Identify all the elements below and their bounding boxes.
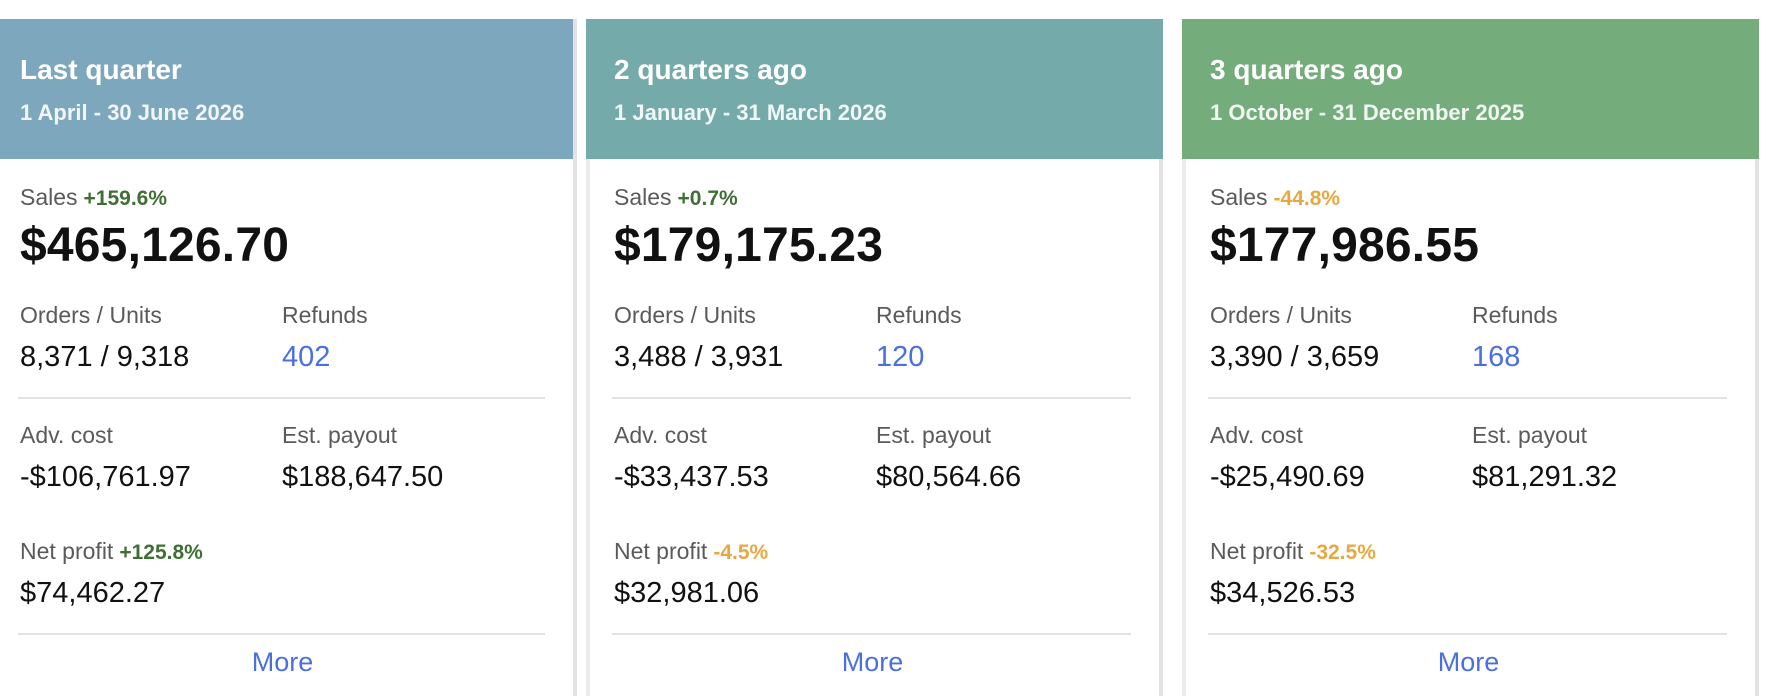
net-profit-change: -4.5% <box>713 541 769 564</box>
card-date-range: 1 January - 31 March 2026 <box>614 100 887 125</box>
card-header: 3 quarters ago 1 October - 31 December 2… <box>1182 19 1759 159</box>
card-title: Last quarter <box>20 54 182 85</box>
refunds-link[interactable]: 120 <box>876 341 925 373</box>
sales-label-row: Sales +0.7% <box>614 183 1139 213</box>
divider <box>612 633 1131 635</box>
divider <box>18 633 545 635</box>
card-date-range: 1 April - 30 June 2026 <box>20 100 245 125</box>
card-title: 2 quarters ago <box>614 54 807 85</box>
divider <box>1208 633 1727 635</box>
adv-cost-label: Adv. cost <box>20 422 113 448</box>
card-title: 3 quarters ago <box>1210 54 1403 85</box>
adv-cost-label: Adv. cost <box>614 422 707 448</box>
card-body: Sales +159.6% $465,126.70 Orders / Units … <box>0 183 573 678</box>
orders-units-value: 8,371 / 9,318 <box>20 341 190 373</box>
card-date-range: 1 October - 31 December 2025 <box>1210 100 1525 125</box>
orders-units-label: Orders / Units <box>1210 302 1352 328</box>
est-payout-label: Est. payout <box>1472 422 1588 448</box>
refunds-link[interactable]: 168 <box>1472 341 1521 373</box>
net-profit-value: $32,981.06 <box>614 577 760 609</box>
orders-units-value: 3,390 / 3,659 <box>1210 341 1380 373</box>
net-profit-label-row: Net profit -32.5% <box>1210 537 1735 567</box>
quarter-card-3-ago: 3 quarters ago 1 October - 31 December 2… <box>1182 19 1759 696</box>
card-header: 2 quarters ago 1 January - 31 March 2026 <box>586 19 1163 159</box>
est-payout-value: $188,647.50 <box>282 461 444 493</box>
net-profit-label-row: Net profit +125.8% <box>20 537 553 567</box>
adv-cost-value: -$106,761.97 <box>20 461 191 493</box>
net-profit-label: Net profit <box>1210 538 1304 564</box>
sales-value: $179,175.23 <box>614 219 884 272</box>
card-body: Sales -44.8% $177,986.55 Orders / Units 3… <box>1186 183 1755 678</box>
net-profit-change: -32.5% <box>1309 541 1376 564</box>
more-link[interactable]: More <box>1437 647 1500 677</box>
quarter-card-last: Last quarter 1 April - 30 June 2026 Sale… <box>0 19 577 696</box>
sales-label-row: Sales -44.8% <box>1210 183 1735 213</box>
est-payout-label: Est. payout <box>876 422 992 448</box>
refunds-label: Refunds <box>282 302 368 328</box>
refunds-label: Refunds <box>876 302 962 328</box>
sales-change: -44.8% <box>1273 187 1341 210</box>
divider <box>18 397 545 399</box>
adv-cost-label: Adv. cost <box>1210 422 1303 448</box>
est-payout-label: Est. payout <box>282 422 398 448</box>
sales-change: +159.6% <box>83 187 168 210</box>
sales-value: $465,126.70 <box>20 219 290 272</box>
more-link[interactable]: More <box>841 647 904 677</box>
sales-label: Sales <box>20 184 78 210</box>
adv-cost-value: -$33,437.53 <box>614 461 769 493</box>
net-profit-value: $74,462.27 <box>20 577 166 609</box>
card-header: Last quarter 1 April - 30 June 2026 <box>0 19 573 159</box>
refunds-label: Refunds <box>1472 302 1558 328</box>
net-profit-label: Net profit <box>20 538 114 564</box>
net-profit-label-row: Net profit -4.5% <box>614 537 1139 567</box>
net-profit-change: +125.8% <box>119 541 203 564</box>
est-payout-value: $81,291.32 <box>1472 461 1618 493</box>
divider <box>1208 397 1727 399</box>
quarter-card-2-ago: 2 quarters ago 1 January - 31 March 2026… <box>586 19 1163 696</box>
est-payout-value: $80,564.66 <box>876 461 1022 493</box>
card-body: Sales +0.7% $179,175.23 Orders / Units 3,… <box>590 183 1159 678</box>
sales-value: $177,986.55 <box>1210 219 1480 272</box>
orders-units-value: 3,488 / 3,931 <box>614 341 784 373</box>
sales-change: +0.7% <box>677 187 738 210</box>
sales-label: Sales <box>614 184 672 210</box>
adv-cost-value: -$25,490.69 <box>1210 461 1365 493</box>
sales-label: Sales <box>1210 184 1268 210</box>
divider <box>612 397 1131 399</box>
more-link[interactable]: More <box>251 647 314 677</box>
sales-label-row: Sales +159.6% <box>20 183 553 213</box>
net-profit-value: $34,526.53 <box>1210 577 1356 609</box>
net-profit-label: Net profit <box>614 538 708 564</box>
orders-units-label: Orders / Units <box>614 302 756 328</box>
orders-units-label: Orders / Units <box>20 302 162 328</box>
refunds-link[interactable]: 402 <box>282 341 331 373</box>
